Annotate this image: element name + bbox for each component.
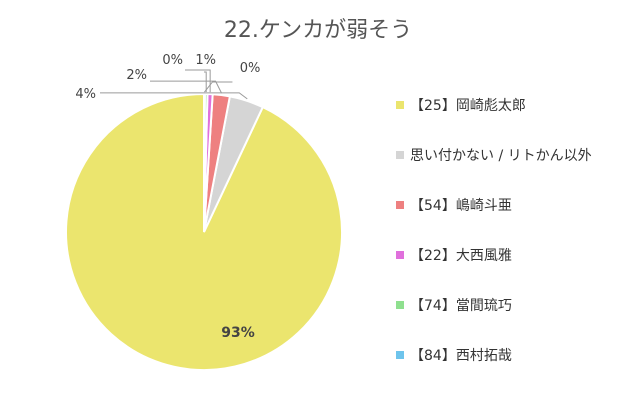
legend-swatch [396, 301, 404, 309]
legend-label: 【25】岡崎彪太郎 [410, 98, 526, 114]
legend-label: 思い付かない / リトかん以外 [410, 148, 592, 164]
leader-line [204, 81, 233, 93]
slice-data-label: 0% [162, 53, 183, 68]
legend-swatch [396, 151, 404, 159]
legend-swatch [396, 251, 404, 259]
slice-data-label: 4% [75, 87, 96, 102]
pie-slices [65, 92, 343, 371]
slice-data-label: 0% [240, 61, 261, 76]
slice-data-label: 1% [195, 53, 216, 68]
leader-lines [100, 69, 248, 100]
slice-data-label: 2% [126, 68, 147, 83]
legend-swatch [396, 201, 404, 209]
legend-label: 【74】當間琉巧 [410, 298, 512, 314]
legend-label: 【22】大西風雅 [410, 248, 512, 264]
slice-data-label: 93% [221, 325, 255, 341]
leader-line [100, 92, 248, 100]
leader-line [150, 80, 222, 94]
pie-slice [203, 92, 206, 233]
chart-title: 22.ケンカが弱そう [224, 18, 412, 43]
legend-label: 【54】嶋崎斗亜 [410, 198, 512, 214]
leader-line [185, 69, 211, 93]
legend-swatch [396, 351, 404, 359]
legend-swatch [396, 101, 404, 109]
leader-line [204, 71, 207, 93]
legend-label: 【84】西村拓哉 [410, 348, 512, 364]
slice-labels: 93% 4% 2% 0% 1% 0% [75, 53, 260, 341]
